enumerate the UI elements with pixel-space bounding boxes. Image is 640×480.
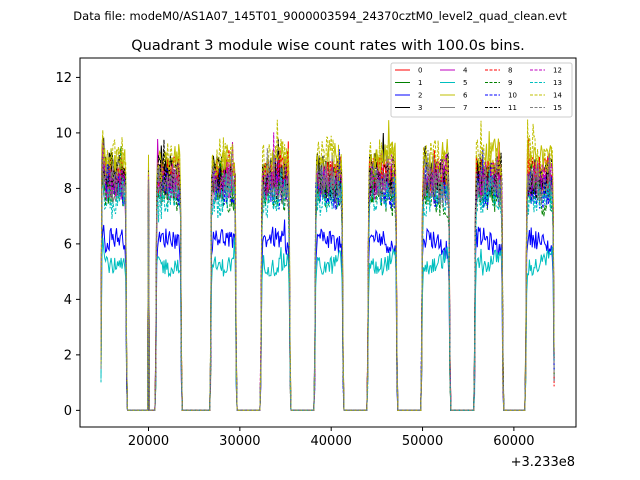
legend-label-14: 14 — [553, 92, 562, 100]
chart-title: Quadrant 3 module wise count rates with … — [131, 38, 525, 54]
series-line-6 — [100, 120, 555, 411]
legend-label-15: 15 — [553, 104, 562, 112]
series-layer — [100, 119, 555, 411]
legend-label-7: 7 — [463, 104, 467, 112]
legend-label-10: 10 — [508, 92, 517, 100]
legend-label-6: 6 — [463, 92, 468, 100]
y-tick-label: 2 — [64, 348, 72, 363]
plot-frame — [79, 57, 577, 428]
legend-label-1: 1 — [418, 79, 422, 87]
legend-box — [390, 62, 573, 118]
series-line-5 — [100, 237, 555, 411]
legend-label-8: 8 — [508, 67, 512, 75]
legend-label-4: 4 — [463, 67, 468, 75]
series-line-14 — [100, 119, 555, 411]
x-offset-label: +3.233e8 — [511, 455, 575, 470]
x-tick-label: 60000 — [493, 434, 534, 449]
x-tick-label: 40000 — [311, 434, 352, 449]
y-tick-label: 6 — [64, 237, 72, 252]
legend-label-13: 13 — [553, 79, 562, 87]
series-line-13 — [100, 167, 555, 411]
y-tick-label: 0 — [64, 404, 72, 419]
legend-label-12: 12 — [553, 67, 562, 75]
x-tick-label: 20000 — [128, 434, 169, 449]
x-tick-label: 30000 — [219, 434, 260, 449]
y-tick-label: 10 — [55, 126, 72, 141]
legend-label-5: 5 — [463, 79, 467, 87]
legend-label-0: 0 — [418, 67, 422, 75]
series-line-2 — [100, 219, 555, 411]
x-tick-label: 50000 — [402, 434, 443, 449]
y-tick-label: 4 — [64, 293, 72, 308]
legend-label-11: 11 — [508, 104, 517, 112]
legend-label-2: 2 — [418, 92, 422, 100]
chart-suptitle: Data file: modeM0/AS1A07_145T01_90000035… — [73, 9, 567, 23]
y-tick-label: 12 — [55, 71, 72, 86]
legend-label-9: 9 — [508, 79, 512, 87]
series-line-15 — [100, 148, 555, 411]
legend-label-3: 3 — [418, 104, 422, 112]
y-tick-label: 8 — [64, 182, 72, 197]
